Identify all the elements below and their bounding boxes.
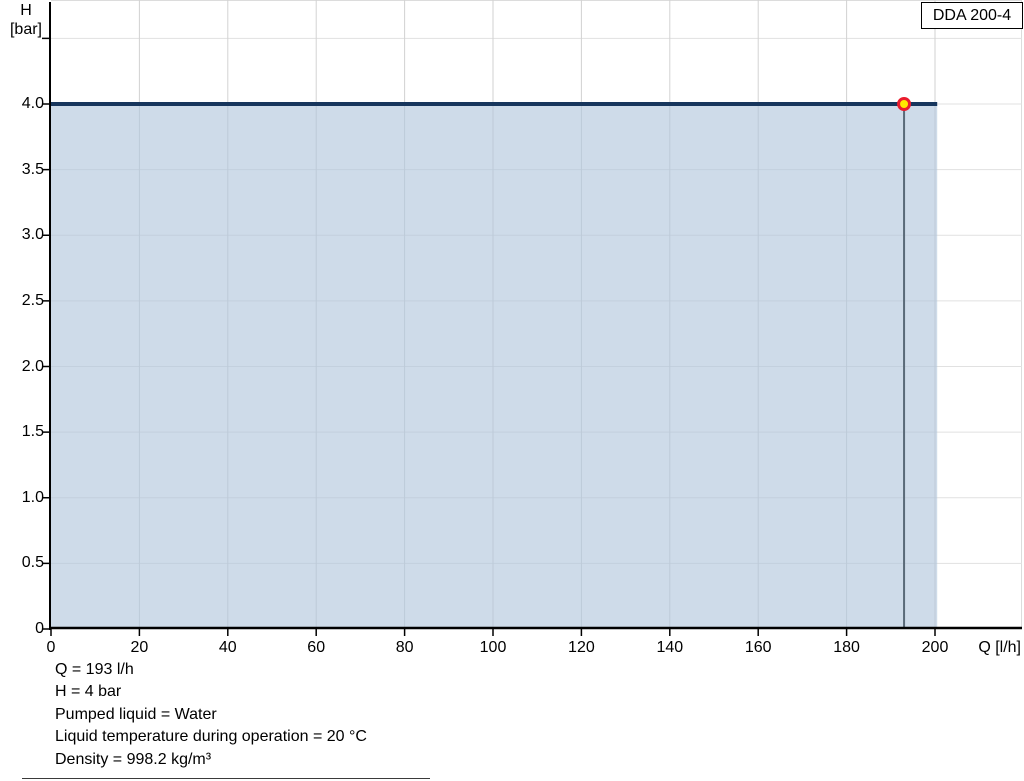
y-axis-unit-symbol: H xyxy=(20,2,32,19)
chart-footer: Q = 193 l/h H = 4 bar Pumped liquid = Wa… xyxy=(55,659,367,771)
y-tick-label: 3.5 xyxy=(21,160,44,178)
y-tick-label: 0.5 xyxy=(21,554,44,572)
x-tick-label: 40 xyxy=(218,639,237,656)
x-tick-label: 120 xyxy=(568,639,595,656)
footer-head: H = 4 bar xyxy=(55,683,122,701)
y-axis-unit-text: [bar] xyxy=(9,21,42,38)
x-tick-label: 60 xyxy=(307,639,326,656)
x-tick-label: 140 xyxy=(656,639,684,656)
x-tick-label: 0 xyxy=(46,639,56,656)
x-tick-label: 200 xyxy=(921,639,949,656)
x-tick-label: 160 xyxy=(744,639,772,656)
y-tick-label: 2.0 xyxy=(21,357,44,375)
legend-box: DDA 200-4 xyxy=(921,2,1023,29)
x-tick-label: 100 xyxy=(479,639,507,656)
legend-label: DDA 200-4 xyxy=(932,6,1012,24)
x-tick-label: 80 xyxy=(395,639,414,656)
y-tick-label: 0 xyxy=(35,620,44,637)
footer-liquid-temperature: Liquid temperature during operation = 20… xyxy=(55,728,367,746)
duty-area-fill xyxy=(51,104,938,628)
y-tick-label: 1.5 xyxy=(21,423,44,441)
x-tick-label: 20 xyxy=(130,639,149,656)
y-axis-unit-label: H [bar] xyxy=(4,1,48,39)
y-tick-label: 1.0 xyxy=(21,488,44,506)
operating-point-marker xyxy=(897,97,912,111)
y-tick-label: 2.5 xyxy=(21,291,44,309)
y-tick-label: 3.0 xyxy=(21,226,44,244)
footer-flow: Q = 193 l/h xyxy=(55,661,134,678)
footer-density: Density = 998.2 kg/m³ xyxy=(55,750,212,768)
footer-pumped-liquid: Pumped liquid = Water xyxy=(55,705,217,723)
y-tick-label: 4.0 xyxy=(21,95,44,112)
bottom-divider xyxy=(22,778,430,779)
x-axis-unit-label: Q [l/h] xyxy=(978,639,1021,656)
x-tick-label: 180 xyxy=(833,639,860,656)
